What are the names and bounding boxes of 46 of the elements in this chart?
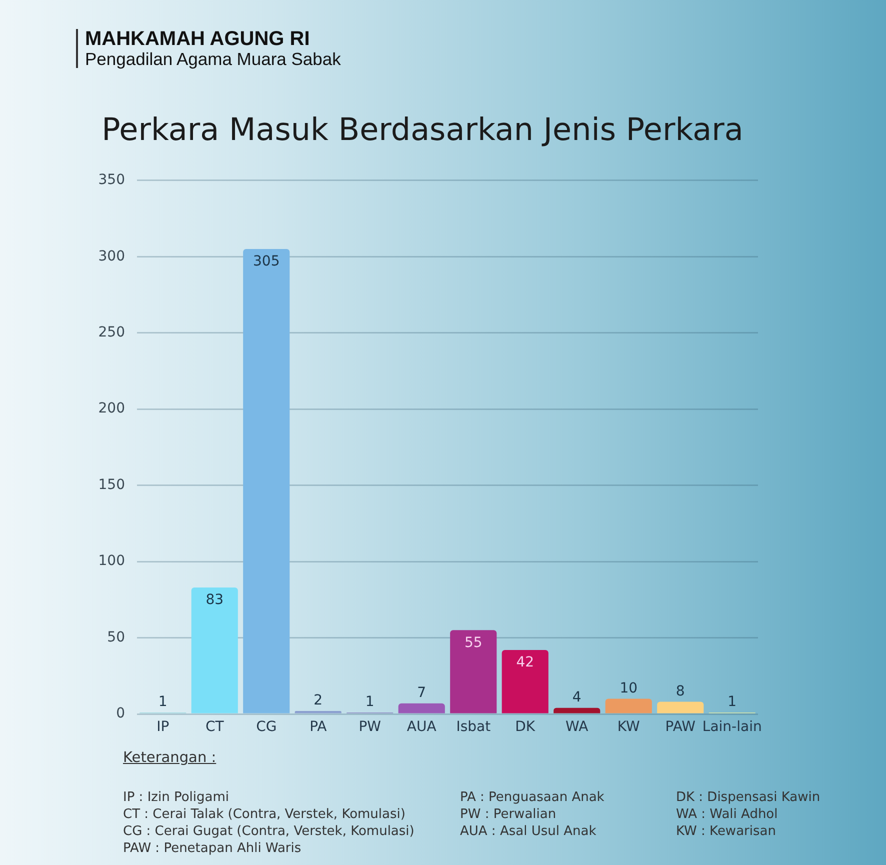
x-tick-label: DK bbox=[515, 719, 536, 736]
text: WA : Wali Adhol bbox=[676, 806, 779, 823]
chart-title: Perkara Masuk Berdasarkan Jenis Perkara bbox=[102, 112, 744, 148]
text: PA : Penguasaan Anak bbox=[460, 789, 606, 806]
data-label: 83 bbox=[206, 592, 224, 608]
x-tick-label: Lain-lain bbox=[702, 719, 762, 736]
data-label: 4 bbox=[572, 690, 582, 706]
y-tick-label: 300 bbox=[98, 248, 125, 264]
y-tick-label: 350 bbox=[98, 172, 125, 188]
x-tick-label: KW bbox=[617, 719, 640, 736]
y-tick-label: 0 bbox=[116, 706, 125, 722]
x-tick-label: WA bbox=[566, 719, 589, 736]
text: DK : Dispensasi Kawin bbox=[676, 789, 820, 806]
text: PW : Perwalian bbox=[460, 806, 558, 823]
text: IP : Izin Poligami bbox=[123, 789, 230, 806]
x-tick-label: Isbat bbox=[456, 719, 492, 736]
data-label: 7 bbox=[417, 684, 426, 701]
data-label: 1 bbox=[365, 694, 374, 710]
y-tick-label: 50 bbox=[107, 629, 125, 646]
text: CG : Cerai Gugat (Contra, Verstek, Komulasi) bbox=[123, 823, 416, 840]
y-tick-label: 100 bbox=[98, 553, 125, 570]
data-label: 55 bbox=[464, 634, 482, 651]
data-label: 10 bbox=[620, 680, 638, 696]
text: PAW : Penetapan Ahli Waris bbox=[123, 840, 302, 857]
y-tick-label: 200 bbox=[98, 400, 125, 417]
x-tick-label: AUA bbox=[406, 719, 437, 736]
data-label: 2 bbox=[314, 692, 323, 709]
text: CT : Cerai Talak (Contra, Verstek, Komulasi) bbox=[123, 806, 406, 823]
data-label: 8 bbox=[676, 683, 685, 700]
x-tick-label: CG bbox=[256, 719, 277, 736]
data-label: 1 bbox=[158, 694, 168, 710]
data-label: 1 bbox=[728, 694, 737, 710]
text: AUA : Asal Usul Anak bbox=[460, 823, 598, 840]
x-tick-label: PW bbox=[358, 719, 382, 736]
y-tick-label: 150 bbox=[98, 476, 125, 493]
x-tick-label: IP bbox=[156, 719, 170, 736]
x-tick-label: CT bbox=[205, 719, 224, 736]
text: Pengadilan Agama Muara Sabak bbox=[85, 49, 341, 69]
text: MAHKAMAH AGUNG RI bbox=[85, 28, 311, 50]
text: KW : Kewarisan bbox=[676, 823, 777, 840]
x-tick-label: PA bbox=[310, 719, 328, 736]
text: Keterangan : bbox=[123, 750, 216, 766]
x-tick-label: PAW bbox=[665, 719, 696, 736]
y-tick-label: 250 bbox=[98, 324, 125, 340]
data-label: 305 bbox=[253, 254, 280, 270]
data-label: 42 bbox=[516, 654, 534, 671]
